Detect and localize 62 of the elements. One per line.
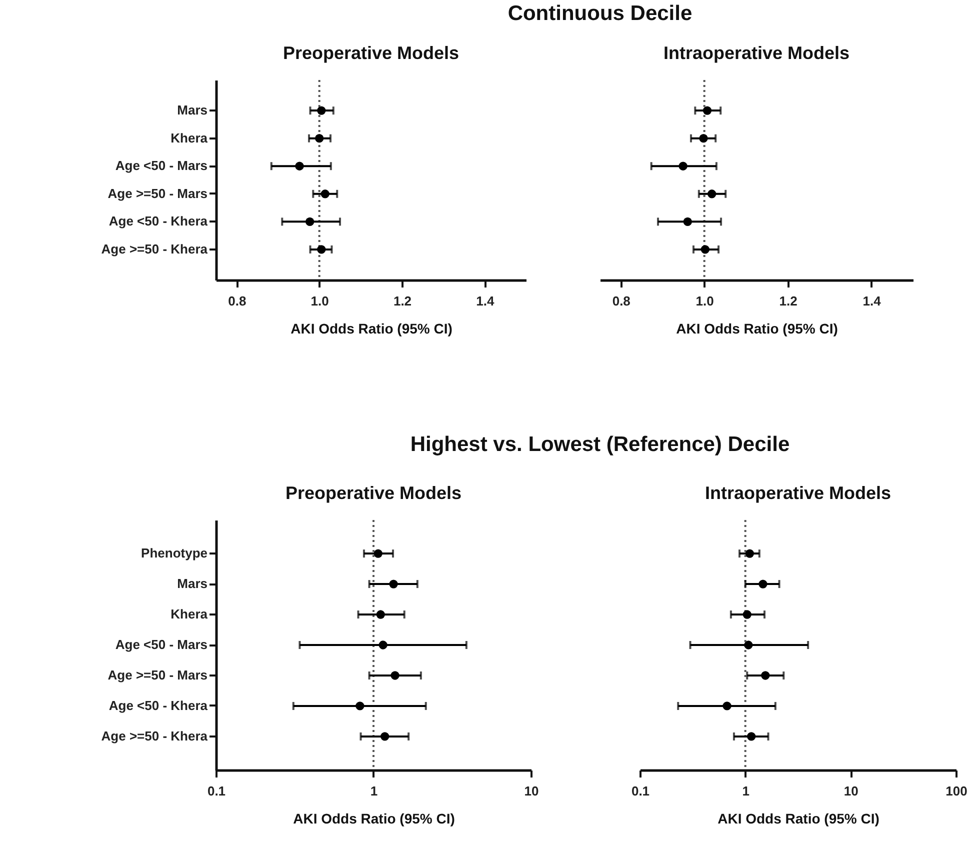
y-tick-label: Phenotype bbox=[141, 546, 208, 561]
point bbox=[702, 106, 712, 115]
x-tick-label: 100 bbox=[946, 784, 968, 798]
x-tick-label: 10 bbox=[524, 784, 539, 798]
x-tick-label: 0.8 bbox=[228, 294, 246, 308]
point bbox=[317, 245, 326, 254]
x-tick-label: 0.8 bbox=[612, 294, 630, 308]
x-tick-label: 1.0 bbox=[696, 294, 714, 308]
y-tick-label: Age >=50 - Khera bbox=[101, 241, 208, 256]
point bbox=[378, 640, 388, 650]
point bbox=[380, 732, 390, 741]
chart-title: Intraoperative Models bbox=[663, 43, 850, 63]
point bbox=[758, 580, 768, 588]
x-tick-label: 1.4 bbox=[862, 294, 882, 308]
chart-title: Preoperative Models bbox=[285, 483, 462, 503]
text: Highest vs. Lowest (Reference) Decile bbox=[409, 433, 791, 457]
x-tick-label: 1.4 bbox=[476, 294, 495, 308]
point bbox=[305, 217, 314, 226]
chart-title: Preoperative Models bbox=[282, 43, 460, 63]
point bbox=[390, 671, 400, 680]
x-axis-title: AKI Odds Ratio (95% CI) bbox=[718, 810, 880, 826]
point bbox=[708, 190, 716, 198]
point bbox=[376, 610, 385, 619]
y-tick-label: Mars bbox=[177, 576, 208, 592]
point bbox=[700, 245, 710, 254]
x-tick-label: 0.1 bbox=[631, 784, 650, 798]
y-tick-label: Age >=50 - Mars bbox=[108, 667, 208, 682]
x-axis-title: AKI Odds Ratio (95% CI) bbox=[293, 810, 455, 826]
point bbox=[678, 162, 688, 170]
point bbox=[295, 162, 304, 170]
point bbox=[745, 549, 754, 558]
x-tick-label: 1 bbox=[370, 784, 378, 798]
point bbox=[315, 134, 324, 143]
point bbox=[317, 106, 326, 115]
point bbox=[699, 134, 708, 143]
x-axis-title: AKI Odds Ratio (95% CI) bbox=[676, 320, 838, 336]
point bbox=[746, 732, 756, 741]
x-tick-label: 0.1 bbox=[207, 784, 226, 798]
x-tick-label: 1.2 bbox=[393, 294, 412, 308]
y-tick-label: Age <50 - Mars bbox=[115, 637, 208, 652]
x-tick-label: 1.0 bbox=[310, 294, 329, 308]
point bbox=[389, 580, 398, 588]
y-tick-label: Khera bbox=[170, 606, 208, 622]
x-tick-label: 1.2 bbox=[779, 294, 798, 308]
y-tick-label: Mars bbox=[177, 102, 208, 118]
x-tick-label: 10 bbox=[844, 784, 858, 798]
point bbox=[744, 640, 753, 650]
y-tick-label: Age <50 - Khera bbox=[108, 214, 208, 229]
y-tick-label: Age <50 - Mars bbox=[115, 158, 208, 174]
point bbox=[742, 610, 752, 619]
chart-title: Intraoperative Models bbox=[704, 483, 892, 503]
text: Continuous Decile bbox=[506, 2, 694, 26]
y-tick-label: Age >=50 - Mars bbox=[108, 186, 208, 201]
x-axis-title: AKI Odds Ratio (95% CI) bbox=[290, 320, 452, 336]
y-tick-label: Khera bbox=[170, 130, 208, 146]
point bbox=[761, 671, 770, 680]
y-tick-label: Age <50 - Khera bbox=[108, 698, 208, 713]
point bbox=[374, 549, 382, 558]
point bbox=[320, 190, 330, 198]
y-tick-label: Age >=50 - Khera bbox=[101, 728, 208, 744]
x-tick-label: 1 bbox=[742, 784, 750, 798]
point bbox=[683, 217, 692, 226]
